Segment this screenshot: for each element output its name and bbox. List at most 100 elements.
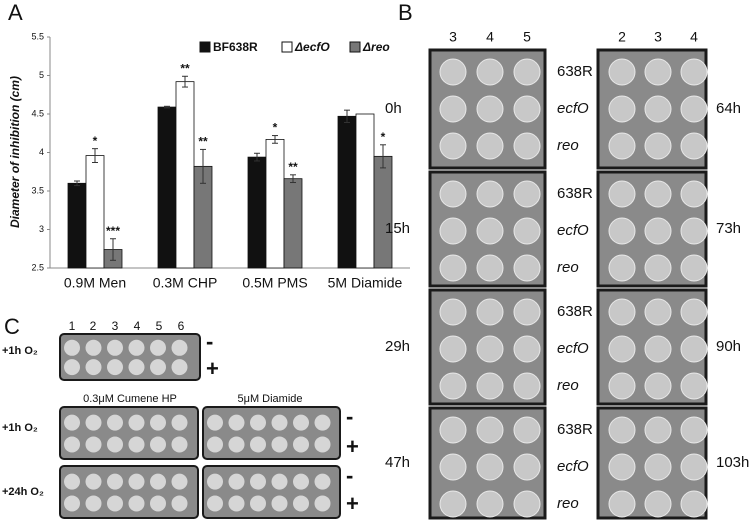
error-bar <box>164 105 170 109</box>
colony-spot <box>64 495 80 512</box>
legend-swatch <box>199 41 211 53</box>
colony-spot <box>271 473 288 490</box>
legend-swatch <box>349 41 361 53</box>
legend-swatch <box>281 41 293 53</box>
strain-label: reo <box>557 259 579 276</box>
colony-spot <box>680 416 708 444</box>
condition-label: +1h O₂ <box>2 422 38 434</box>
colony-spot <box>644 58 672 86</box>
colony-spot <box>644 95 672 123</box>
strain-label: 638R <box>557 63 593 80</box>
strain-label: 638R <box>557 185 593 202</box>
y-axis-label: Diameter of inhibition (cm) <box>8 76 22 228</box>
legend-label: ΔecfO <box>294 40 330 54</box>
colony-spot <box>207 436 223 453</box>
significance: *** <box>106 224 120 238</box>
colony-spot <box>171 359 188 376</box>
colony-spot <box>644 416 672 444</box>
colony-spot <box>228 436 245 453</box>
colony-spot <box>228 495 245 512</box>
y-tick-label: 5 <box>39 70 44 80</box>
colony-spot <box>608 132 636 160</box>
colony-spot <box>608 298 636 326</box>
time-label: 0h <box>385 100 402 117</box>
time-label: 29h <box>385 338 410 355</box>
colony-spot <box>513 335 541 363</box>
colony-spot <box>513 416 541 444</box>
colony-spot <box>608 416 636 444</box>
column-label: 4 <box>486 29 494 45</box>
colony-spot <box>476 95 504 123</box>
colony-spot <box>107 359 123 376</box>
colony-spot <box>476 180 504 208</box>
colony-spot <box>207 495 223 512</box>
colony-spot <box>680 180 708 208</box>
sign-label: - <box>346 404 353 429</box>
colony-spot <box>439 217 467 245</box>
bar <box>157 106 177 269</box>
colony-spot <box>644 180 672 208</box>
colony-spot <box>644 453 672 481</box>
colony-spot <box>644 490 672 518</box>
colony-spot <box>171 473 188 490</box>
column-label: 5 <box>523 29 531 45</box>
error-bar <box>254 152 260 162</box>
colony-spot <box>644 132 672 160</box>
colony-spot <box>644 298 672 326</box>
colony-spot <box>85 414 102 431</box>
column-label: 2 <box>618 29 626 45</box>
column-label: 4 <box>134 319 141 333</box>
time-label: 64h <box>716 100 741 117</box>
x-tick-label: 0.3M CHP <box>153 275 218 291</box>
colony-spot <box>513 217 541 245</box>
colony-spot <box>107 473 123 490</box>
colony-spot <box>680 335 708 363</box>
colony-spot <box>680 490 708 518</box>
colony-spot <box>228 414 245 431</box>
colony-spot <box>439 416 467 444</box>
bar <box>67 182 87 269</box>
colony-spot <box>150 436 166 453</box>
y-tick-label: 3.5 <box>31 185 44 195</box>
colony-spot <box>250 473 266 490</box>
colony-spot <box>171 495 188 512</box>
significance: * <box>273 121 278 135</box>
strain-label: reo <box>557 137 579 154</box>
strain-label: ecfO <box>557 340 589 357</box>
colony-spot <box>293 473 309 490</box>
colony-spot <box>271 436 288 453</box>
column-label: 3 <box>112 319 119 333</box>
colony-spot <box>608 217 636 245</box>
colony-spot <box>476 372 504 400</box>
sign-label: + <box>206 356 219 381</box>
colony-spot <box>64 473 80 490</box>
bar <box>373 155 393 269</box>
time-label: 73h <box>716 220 741 237</box>
bar <box>175 81 195 269</box>
colony-spot <box>680 372 708 400</box>
error-bar <box>272 135 278 144</box>
bar <box>85 155 105 269</box>
colony-spot <box>85 473 102 490</box>
colony-spot <box>513 298 541 326</box>
colony-spot <box>150 339 166 356</box>
colony-spot <box>476 416 504 444</box>
colony-spot <box>171 436 188 453</box>
colony-spot <box>171 339 188 356</box>
bar <box>283 178 303 269</box>
colony-spot <box>680 298 708 326</box>
colony-spot <box>64 414 80 431</box>
x-tick-label: 0.9M Men <box>64 275 126 291</box>
colony-spot <box>608 254 636 282</box>
panel-label: B <box>398 0 413 25</box>
colony-spot <box>271 495 288 512</box>
colony-spot <box>439 132 467 160</box>
column-label: 3 <box>449 29 457 45</box>
colony-spot <box>439 298 467 326</box>
colony-spot <box>608 58 636 86</box>
colony-spot <box>476 298 504 326</box>
colony-spot <box>680 95 708 123</box>
strain-label: reo <box>557 377 579 394</box>
colony-spot <box>476 58 504 86</box>
